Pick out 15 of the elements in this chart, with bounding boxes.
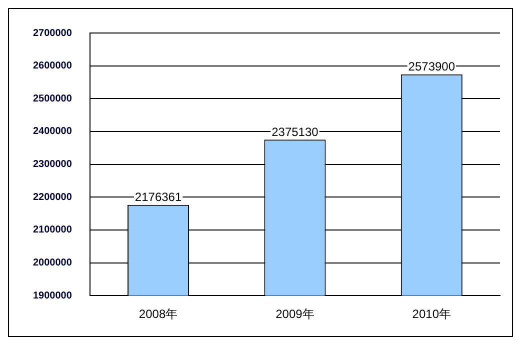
y-tick-label: 2700000 bbox=[32, 28, 72, 39]
data-label: 2573900 bbox=[408, 60, 456, 74]
y-tick-label: 2000000 bbox=[32, 258, 72, 269]
x-tick-label: 2009年 bbox=[276, 307, 314, 322]
data-label: 2375130 bbox=[272, 124, 319, 139]
y-tick-label: 1900000 bbox=[32, 290, 72, 302]
y-tick-label: 2100000 bbox=[32, 224, 72, 236]
y-tick-label: 2400000 bbox=[32, 126, 72, 138]
y-tick-label: 2600000 bbox=[32, 60, 72, 72]
y-tick-label: 2200000 bbox=[32, 192, 72, 203]
x-tick-label: 2010年 bbox=[412, 307, 452, 322]
y-tick-label: 2300000 bbox=[32, 159, 72, 170]
data-label: 2176361 bbox=[134, 190, 182, 204]
y-tick-label: 2500000 bbox=[32, 93, 72, 104]
x-tick-label: 2008年 bbox=[138, 307, 178, 322]
